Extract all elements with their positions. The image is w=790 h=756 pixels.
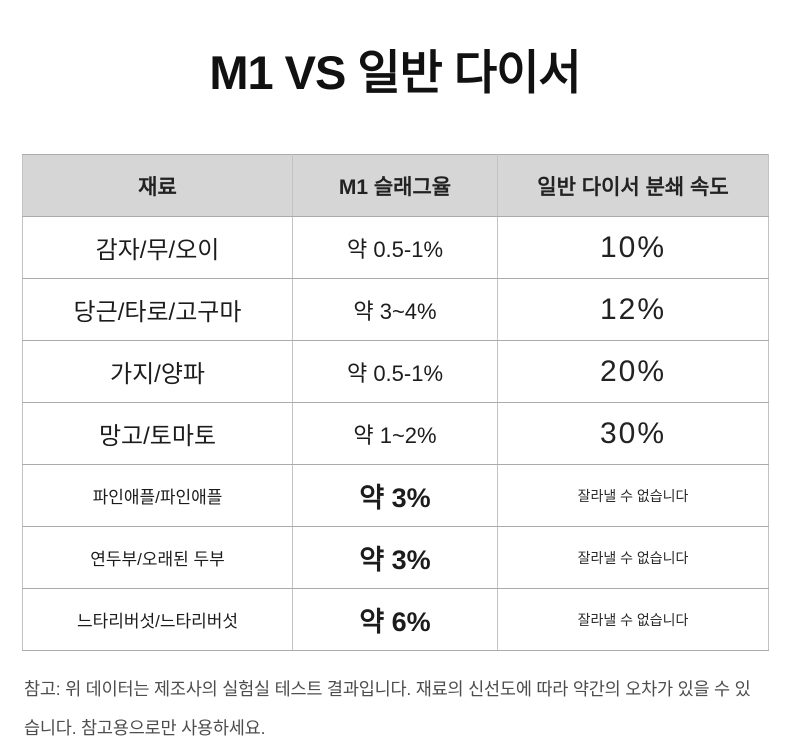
page-title: M1 VS 일반 다이서 bbox=[209, 46, 581, 99]
material-cell: 가지/양파 bbox=[22, 340, 293, 403]
material-cell: 감자/무/오이 bbox=[22, 216, 293, 279]
dicer-speed-cell: 30% bbox=[497, 402, 769, 465]
m1-rate-cell: 약 3% bbox=[292, 526, 498, 589]
table-row: 파인애플/파인애플 약 3% 잘라낼 수 없습니다 bbox=[22, 464, 769, 527]
dicer-speed-cell: 잘라낼 수 없습니다 bbox=[497, 588, 769, 651]
table-row: 당근/타로/고구마 약 3~4% 12% bbox=[22, 278, 769, 341]
comparison-table: 재료 M1 슬래그율 일반 다이서 분쇄 속도 감자/무/오이 약 0.5-1%… bbox=[22, 154, 769, 651]
material-cell: 망고/토마토 bbox=[22, 402, 293, 465]
m1-rate-cell: 약 3~4% bbox=[292, 278, 498, 341]
dicer-speed-cell: 잘라낼 수 없습니다 bbox=[497, 464, 769, 527]
dicer-speed-cell: 12% bbox=[497, 278, 769, 341]
m1-rate-cell: 약 1~2% bbox=[292, 402, 498, 465]
table-row: 연두부/오래된 두부 약 3% 잘라낼 수 없습니다 bbox=[22, 526, 769, 589]
header-material: 재료 bbox=[22, 154, 293, 217]
header-m1-slag-rate: M1 슬래그율 bbox=[292, 154, 498, 217]
header-dicer-speed: 일반 다이서 분쇄 속도 bbox=[497, 154, 769, 217]
table-row: 망고/토마토 약 1~2% 30% bbox=[22, 402, 769, 465]
table-row: 가지/양파 약 0.5-1% 20% bbox=[22, 340, 769, 403]
footnote-text: 참고: 위 데이터는 제조사의 실험실 테스트 결과입니다. 재료의 신선도에 … bbox=[24, 679, 751, 738]
dicer-speed-cell: 잘라낼 수 없습니다 bbox=[497, 526, 769, 589]
table-row: 느타리버섯/느타리버섯 약 6% 잘라낼 수 없습니다 bbox=[22, 588, 769, 651]
material-cell: 느타리버섯/느타리버섯 bbox=[22, 588, 293, 651]
dicer-speed-cell: 10% bbox=[497, 216, 769, 279]
material-cell: 연두부/오래된 두부 bbox=[22, 526, 293, 589]
material-cell: 파인애플/파인애플 bbox=[22, 464, 293, 527]
table-header-row: 재료 M1 슬래그율 일반 다이서 분쇄 속도 bbox=[22, 154, 769, 217]
dicer-speed-cell: 20% bbox=[497, 340, 769, 403]
table-row: 감자/무/오이 약 0.5-1% 10% bbox=[22, 216, 769, 279]
m1-rate-cell: 약 0.5-1% bbox=[292, 216, 498, 279]
m1-rate-cell: 약 6% bbox=[292, 588, 498, 651]
material-cell: 당근/타로/고구마 bbox=[22, 278, 293, 341]
m1-rate-cell: 약 3% bbox=[292, 464, 498, 527]
m1-rate-cell: 약 0.5-1% bbox=[292, 340, 498, 403]
